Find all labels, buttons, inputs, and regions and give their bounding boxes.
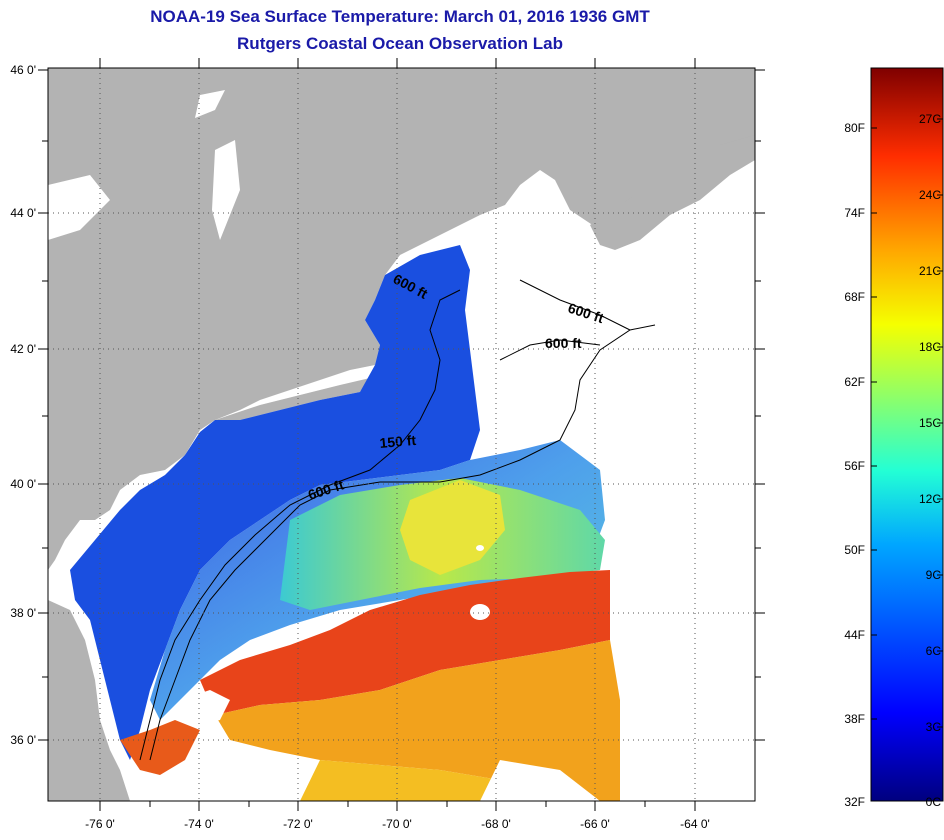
sst-hatteras-warm bbox=[120, 720, 200, 775]
map-border bbox=[47, 67, 756, 802]
land-long-island bbox=[215, 378, 370, 420]
cbar-f-62: 62F bbox=[844, 375, 865, 389]
map-title: NOAA-19 Sea Surface Temperature: March 0… bbox=[150, 7, 650, 26]
cbar-f-38: 38F bbox=[844, 712, 865, 726]
cbar-f-32: 32F bbox=[844, 795, 865, 809]
colorbar-ticks bbox=[871, 118, 943, 728]
cbar-c-0: 0C bbox=[926, 795, 942, 809]
cbar-f-50: 50F bbox=[844, 543, 865, 557]
sst-yellow-eddy bbox=[400, 480, 505, 575]
cbar-c-9: 9C bbox=[926, 568, 942, 582]
cbar-c-15: 15C bbox=[919, 416, 941, 430]
lon-label-64: -64 0' bbox=[680, 817, 710, 831]
lat-label-42: 42 0' bbox=[10, 342, 36, 356]
graticule bbox=[48, 68, 755, 801]
lon-label-76: -76 0' bbox=[85, 817, 115, 831]
contour-label-4: 150 ft bbox=[379, 432, 417, 451]
lon-label-74: -74 0' bbox=[184, 817, 214, 831]
lat-label-40: 40 0' bbox=[10, 477, 36, 491]
cbar-f-68: 68F bbox=[844, 290, 865, 304]
lon-ticks bbox=[99, 58, 696, 811]
cbar-f-80: 80F bbox=[844, 121, 865, 135]
land-southeast bbox=[48, 600, 130, 801]
cloud-patch-4 bbox=[180, 690, 230, 725]
lon-label-66: -66 0' bbox=[580, 817, 610, 831]
lat-label-44: 44 0' bbox=[10, 206, 36, 220]
cloud-patch-2 bbox=[470, 604, 490, 620]
cbar-c-18: 18C bbox=[919, 340, 941, 354]
bathymetry-contours bbox=[139, 279, 656, 761]
lake-1 bbox=[195, 90, 225, 118]
cbar-c-3: 3C bbox=[926, 720, 942, 734]
lake-3 bbox=[48, 175, 110, 240]
cloud-patch-5 bbox=[480, 760, 600, 801]
lat-label-46: 46 0' bbox=[10, 63, 36, 77]
contour-label-3: 600 ft bbox=[545, 335, 582, 351]
lon-label-72: -72 0' bbox=[283, 817, 313, 831]
sst-sargasso-water bbox=[215, 640, 620, 801]
lat-label-36: 36 0' bbox=[10, 733, 36, 747]
cbar-c-6: 6C bbox=[926, 644, 942, 658]
sst-gulf-stream bbox=[200, 570, 610, 715]
lat-ticks bbox=[38, 69, 765, 741]
lake-2 bbox=[212, 140, 240, 240]
temperature-colorbar bbox=[870, 67, 944, 802]
cbar-c-12: 12C bbox=[919, 492, 941, 506]
lat-label-38: 38 0' bbox=[10, 606, 36, 620]
lon-label-70: -70 0' bbox=[382, 817, 412, 831]
cbar-c-24: 24C bbox=[919, 188, 941, 202]
lon-label-68: -68 0' bbox=[481, 817, 511, 831]
map-subtitle: Rutgers Coastal Ocean Observation Lab bbox=[237, 34, 563, 53]
cbar-f-56: 56F bbox=[844, 459, 865, 473]
land-nova-scotia bbox=[590, 135, 755, 250]
cbar-f-44: 44F bbox=[844, 628, 865, 642]
cloud-patch-3 bbox=[476, 545, 484, 551]
cloud-patch-1 bbox=[475, 285, 520, 360]
cbar-c-21: 21C bbox=[919, 264, 941, 278]
cbar-f-74: 74F bbox=[844, 206, 865, 220]
cbar-c-27: 27C bbox=[919, 112, 941, 126]
sst-cold-water bbox=[70, 245, 480, 760]
